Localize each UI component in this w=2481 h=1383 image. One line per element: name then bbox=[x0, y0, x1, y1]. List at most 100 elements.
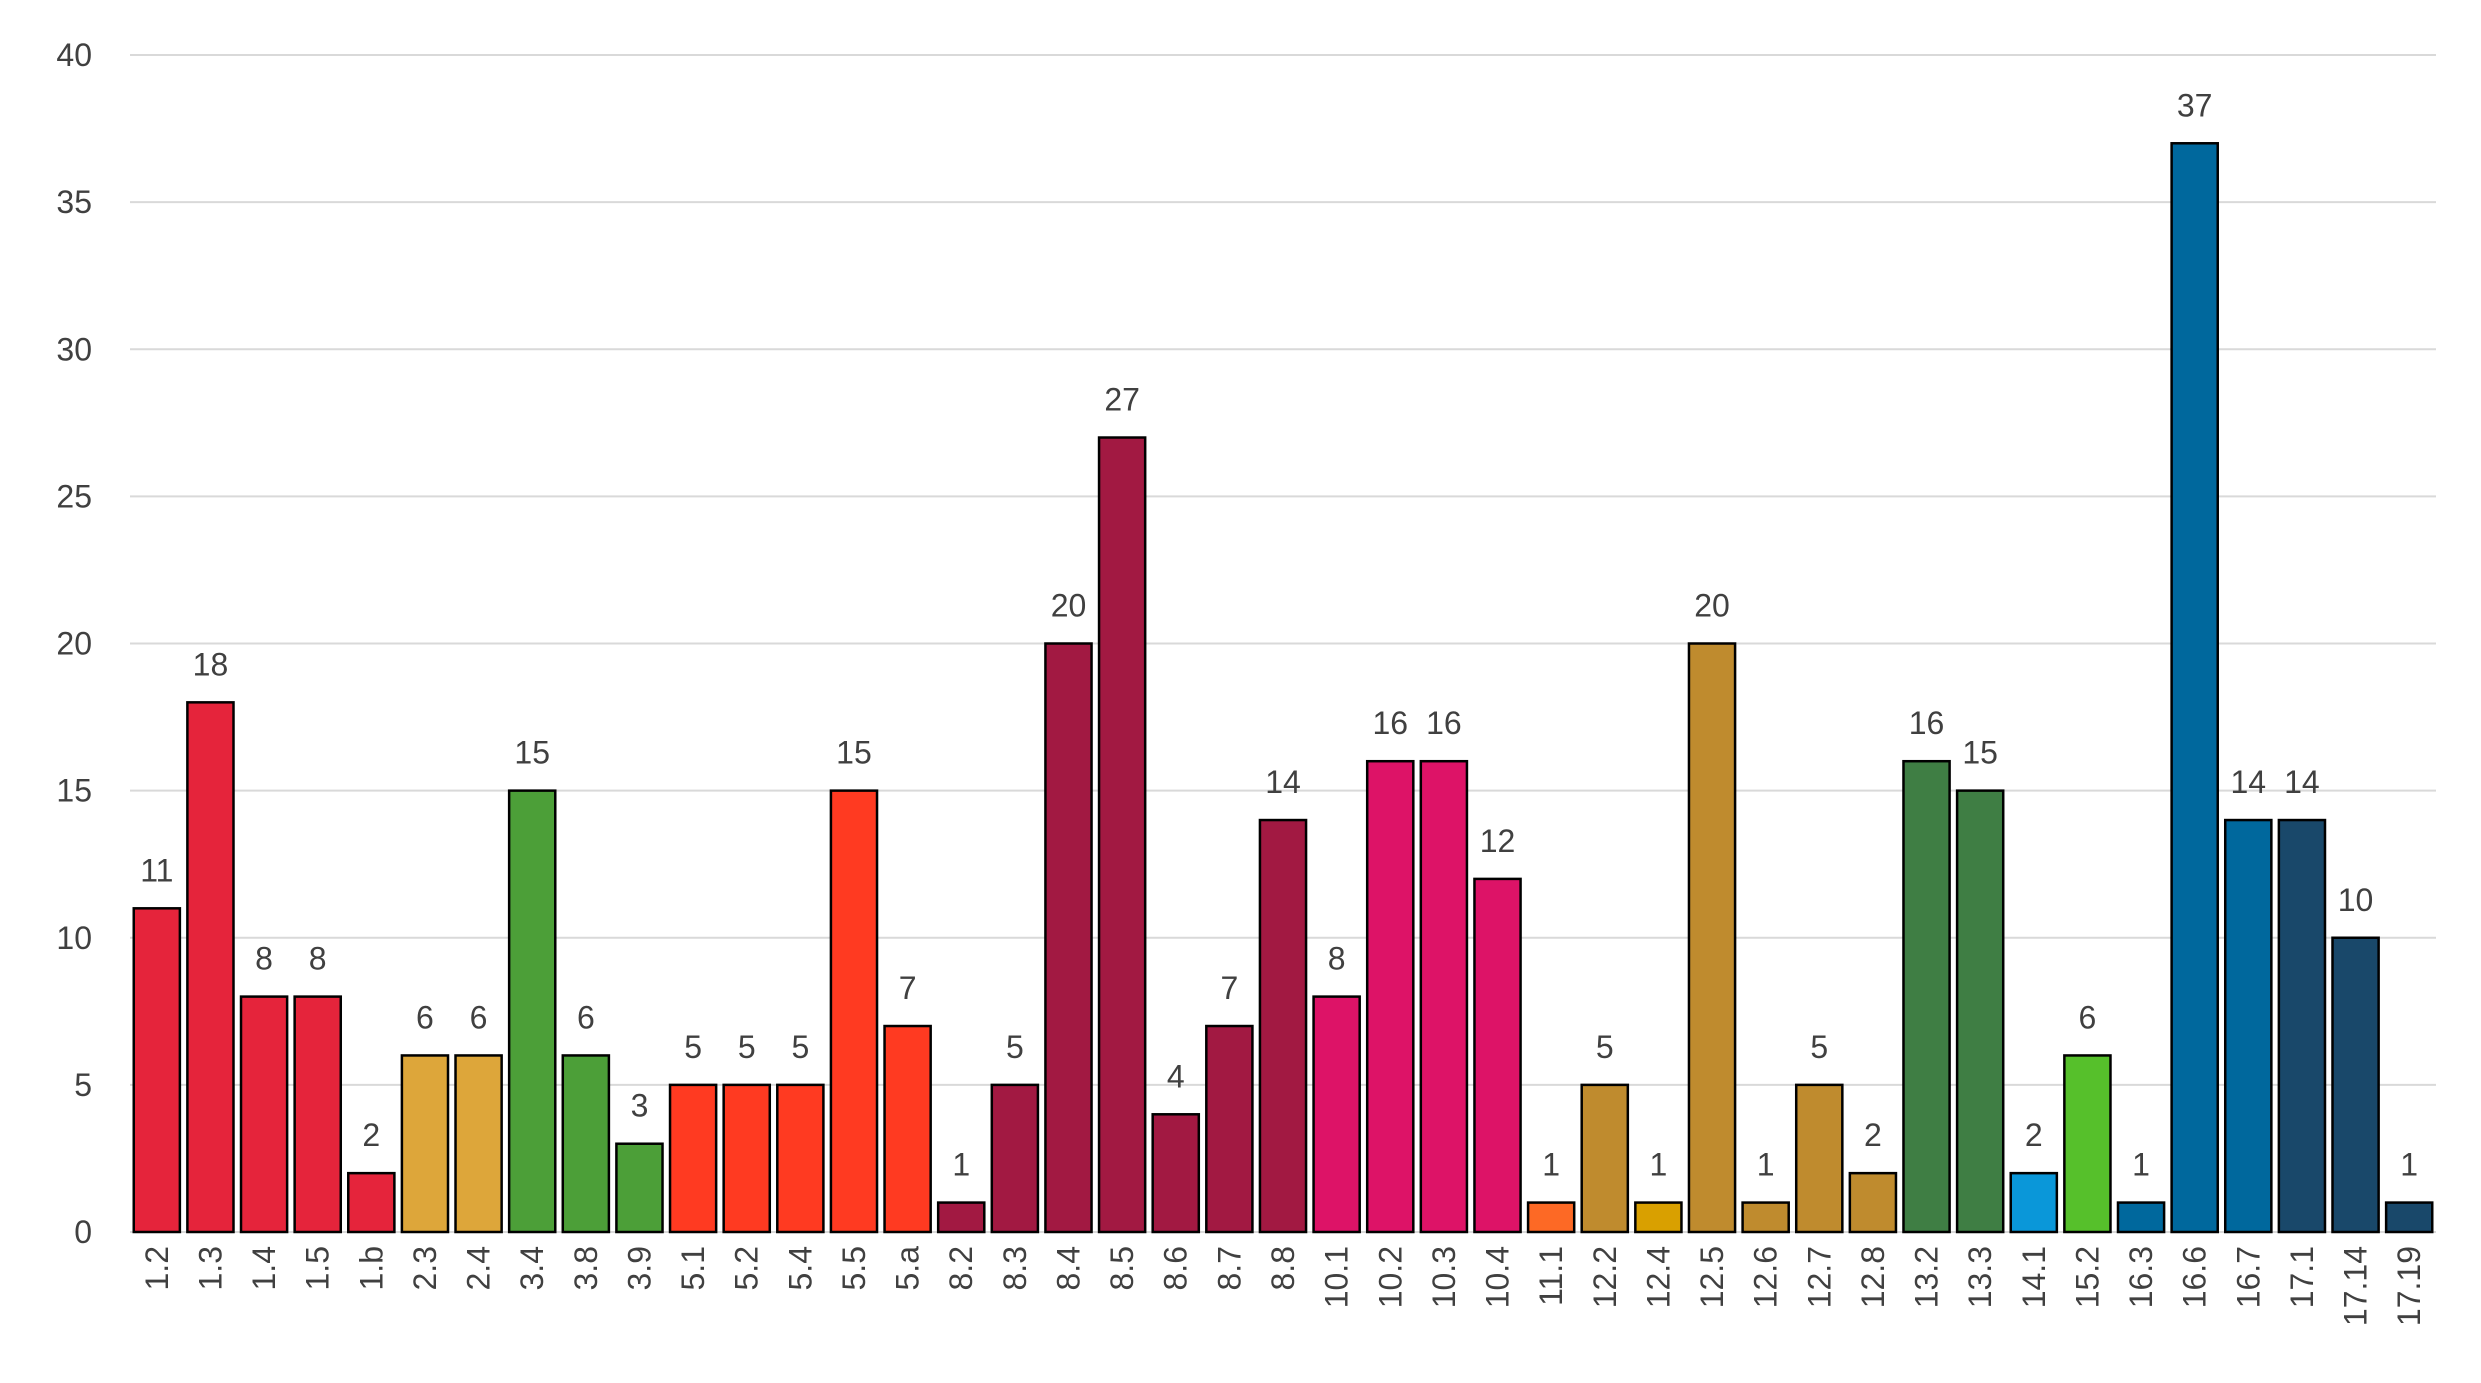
x-tick-label: 3.9 bbox=[621, 1246, 657, 1290]
data-label: 2 bbox=[362, 1117, 380, 1153]
bar-2.4 bbox=[454, 1054, 503, 1234]
bar-17.14 bbox=[2331, 936, 2380, 1234]
data-label: 12 bbox=[1480, 823, 1516, 859]
bar-5.5 bbox=[829, 789, 879, 1234]
x-tick-label: 11.1 bbox=[1533, 1246, 1569, 1306]
bar-12.5 bbox=[1687, 642, 1737, 1234]
x-tick-label: 1.5 bbox=[300, 1246, 336, 1290]
data-label: 1 bbox=[2400, 1147, 2418, 1183]
bar-8.3 bbox=[990, 1083, 1040, 1234]
x-tick-label: 12.4 bbox=[1640, 1246, 1676, 1308]
bar-3.8 bbox=[561, 1054, 611, 1234]
bar-2.3 bbox=[400, 1054, 450, 1234]
data-label: 8 bbox=[255, 941, 273, 977]
bar-8.6 bbox=[1151, 1113, 1201, 1234]
data-label: 14 bbox=[2284, 764, 2320, 800]
data-label: 15 bbox=[1962, 735, 1998, 771]
data-label: 1 bbox=[1649, 1147, 1667, 1183]
x-tick-label: 2.4 bbox=[461, 1246, 497, 1290]
x-tick-label: 5.2 bbox=[729, 1246, 765, 1290]
x-axis-ticks: 1.2 1.3 1.4 1.5 1.b 2.3 2.4 3.4 3.8 3.9 5.1 5.2 5.4 5… bbox=[139, 1246, 2427, 1326]
data-label: 6 bbox=[470, 999, 488, 1035]
bar-16.3 bbox=[2116, 1201, 2166, 1234]
data-label: 2 bbox=[1864, 1117, 1882, 1153]
data-label: 8 bbox=[309, 941, 327, 977]
bar-3.9 bbox=[615, 1142, 664, 1234]
x-tick-label: 8.7 bbox=[1211, 1246, 1247, 1290]
x-tick-label: 15.2 bbox=[2069, 1246, 2105, 1308]
bar-1.5 bbox=[293, 995, 343, 1234]
x-tick-label: 16.3 bbox=[2123, 1246, 2159, 1308]
y-tick-label: 25 bbox=[56, 478, 92, 514]
bar-12.6 bbox=[1741, 1201, 1790, 1234]
data-label: 8 bbox=[1328, 941, 1346, 977]
bar-1.b bbox=[347, 1171, 396, 1234]
data-label: 1 bbox=[952, 1147, 970, 1183]
data-label: 5 bbox=[1006, 1029, 1024, 1065]
data-label: 6 bbox=[577, 999, 595, 1035]
y-tick-label: 10 bbox=[56, 920, 92, 956]
bar-11.1 bbox=[1526, 1201, 1576, 1234]
data-label: 3 bbox=[631, 1088, 649, 1124]
bar-8.7 bbox=[1205, 1024, 1254, 1234]
y-tick-label: 15 bbox=[56, 773, 92, 809]
data-label: 11 bbox=[140, 852, 173, 888]
x-tick-label: 13.3 bbox=[1962, 1246, 1998, 1308]
bar-3.4 bbox=[507, 789, 557, 1234]
x-tick-label: 3.8 bbox=[568, 1246, 604, 1290]
x-tick-label: 8.8 bbox=[1265, 1246, 1301, 1290]
x-tick-label: 1.b bbox=[353, 1246, 389, 1290]
x-tick-label: 3.4 bbox=[514, 1246, 550, 1290]
data-label: 6 bbox=[2079, 999, 2097, 1035]
y-axis-ticks: 0 5 10 15 20 25 30 35 40 bbox=[56, 37, 92, 1250]
data-label: 5 bbox=[1810, 1029, 1828, 1065]
bar-14.1 bbox=[2009, 1171, 2059, 1234]
x-tick-label: 10.3 bbox=[1426, 1246, 1462, 1308]
bar-16.7 bbox=[2223, 818, 2273, 1234]
bar-5.2 bbox=[722, 1083, 772, 1234]
bar-8.5 bbox=[1097, 436, 1147, 1234]
x-tick-label: 8.5 bbox=[1104, 1246, 1140, 1290]
bar-5.a bbox=[883, 1024, 932, 1234]
x-tick-label: 8.4 bbox=[1050, 1246, 1086, 1290]
bar-17.19 bbox=[2384, 1201, 2434, 1234]
bar-12.4 bbox=[1634, 1201, 1683, 1234]
x-tick-label: 2.3 bbox=[407, 1246, 443, 1290]
data-label: 27 bbox=[1104, 382, 1140, 418]
x-tick-label: 17.14 bbox=[2338, 1246, 2374, 1326]
y-tick-label: 40 bbox=[56, 37, 92, 73]
bars bbox=[132, 142, 2434, 1234]
data-label: 5 bbox=[791, 1029, 809, 1065]
x-tick-label: 12.8 bbox=[1855, 1246, 1891, 1308]
x-tick-label: 14.1 bbox=[2016, 1246, 2052, 1308]
data-label: 20 bbox=[1694, 588, 1730, 624]
y-tick-label: 0 bbox=[74, 1214, 92, 1250]
data-label: 18 bbox=[193, 646, 229, 682]
x-tick-label: 8.2 bbox=[943, 1246, 979, 1290]
x-tick-label: 1.4 bbox=[246, 1246, 282, 1290]
bar-12.2 bbox=[1580, 1083, 1630, 1234]
bar-1.2 bbox=[132, 907, 182, 1234]
bar-10.4 bbox=[1473, 877, 1522, 1234]
x-tick-label: 5.a bbox=[890, 1246, 926, 1291]
x-tick-label: 1.2 bbox=[139, 1246, 175, 1290]
data-label: 16 bbox=[1372, 705, 1408, 741]
data-label: 5 bbox=[738, 1029, 756, 1065]
bar-15.2 bbox=[2063, 1054, 2112, 1234]
x-tick-label: 16.6 bbox=[2177, 1246, 2213, 1308]
data-label: 1 bbox=[2132, 1147, 2150, 1183]
x-tick-label: 12.7 bbox=[1801, 1246, 1837, 1308]
x-tick-label: 5.4 bbox=[782, 1246, 818, 1290]
data-label: 2 bbox=[2025, 1117, 2043, 1153]
data-label: 1 bbox=[1542, 1147, 1560, 1183]
bar-8.8 bbox=[1258, 818, 1308, 1234]
bar-13.2 bbox=[1902, 759, 1951, 1234]
x-tick-label: 8.6 bbox=[1158, 1246, 1194, 1290]
data-label: 7 bbox=[899, 970, 917, 1006]
bar-12.7 bbox=[1794, 1083, 1844, 1234]
x-tick-label: 12.5 bbox=[1694, 1246, 1730, 1308]
x-tick-label: 17.19 bbox=[2391, 1246, 2427, 1326]
data-label: 37 bbox=[2177, 87, 2213, 123]
